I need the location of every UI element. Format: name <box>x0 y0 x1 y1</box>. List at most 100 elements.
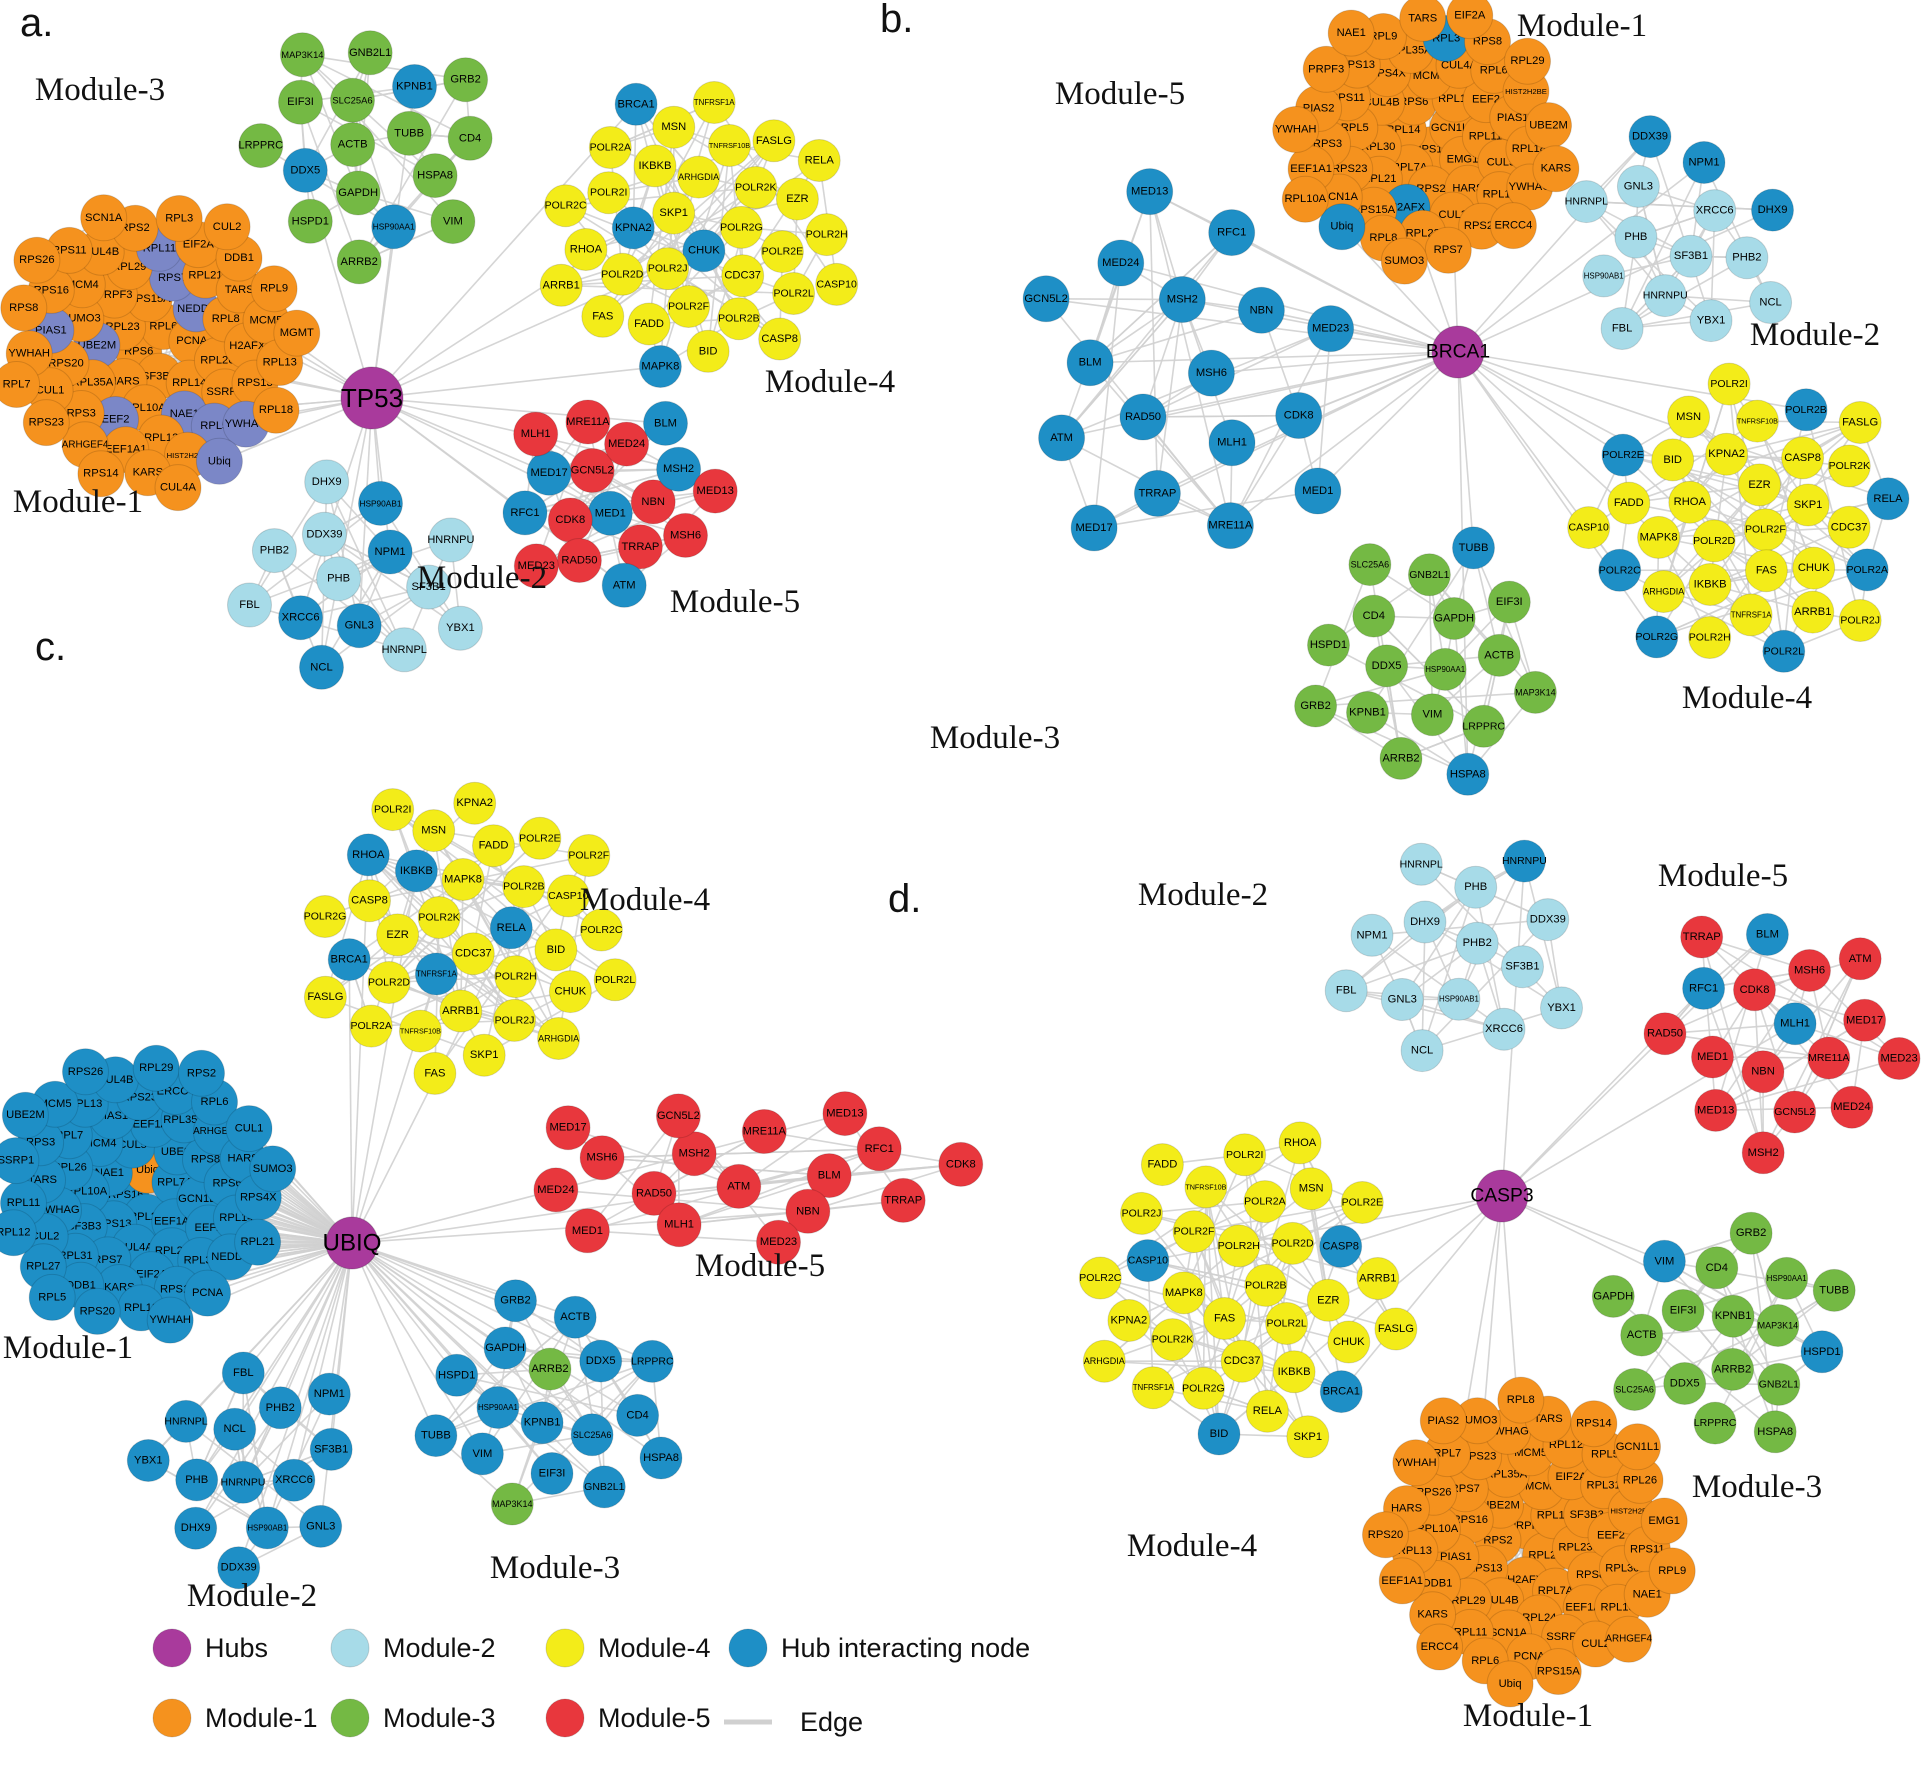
node-MAPK8[interactable]: MAPK8 <box>441 858 485 901</box>
node-DDX5[interactable]: DDX5 <box>579 1339 623 1383</box>
node-POLR2C[interactable]: POLR2C <box>579 908 623 952</box>
node-POLR2K[interactable]: POLR2K <box>1827 444 1871 488</box>
node-TRRAP[interactable]: TRRAP <box>880 1177 926 1223</box>
node-EEF1A1[interactable]: EEF1A1 <box>1378 1557 1426 1605</box>
node-KARS[interactable]: KARS <box>1532 145 1580 193</box>
node-KPNA2[interactable]: KPNA2 <box>1705 432 1749 476</box>
node-NPM1[interactable]: NPM1 <box>1350 913 1394 957</box>
node-KPNB1[interactable]: KPNB1 <box>392 64 437 109</box>
node-NPM1[interactable]: NPM1 <box>307 1372 351 1416</box>
node-HSPD1[interactable]: HSPD1 <box>1800 1330 1844 1374</box>
node-MSN[interactable]: MSN <box>1289 1167 1333 1211</box>
node-HSP90AB1[interactable]: HSP90AB1 <box>245 1506 289 1550</box>
node-YBX1[interactable]: YBX1 <box>1689 299 1733 343</box>
node-GAPDH[interactable]: GAPDH <box>1591 1274 1635 1318</box>
node-MED17[interactable]: MED17 <box>545 1105 591 1151</box>
node-POLR2D[interactable]: POLR2D <box>600 252 644 296</box>
node-ERCC4[interactable]: ERCC4 <box>1416 1623 1464 1671</box>
node-POLR2G[interactable]: POLR2G <box>719 205 763 249</box>
node-RPS14[interactable]: RPS14 <box>1570 1400 1618 1448</box>
node-MED24[interactable]: MED24 <box>533 1167 579 1213</box>
node-GNB2L1[interactable]: GNB2L1 <box>1757 1362 1801 1406</box>
node-HNRNPU[interactable]: HNRNPU <box>427 517 474 563</box>
node-RPL18[interactable]: RPL18 <box>252 386 300 434</box>
node-TNFRSF10B[interactable]: TNFRSF10B <box>1184 1165 1228 1209</box>
node-HSPD1[interactable]: HSPD1 <box>287 198 333 244</box>
node-ARHGEF4[interactable]: ARHGEF4 <box>1605 1615 1653 1663</box>
node-MED24[interactable]: MED24 <box>1097 239 1145 287</box>
node-XRCC6[interactable]: XRCC6 <box>272 1458 316 1502</box>
node-SUMO3[interactable]: SUMO3 <box>1380 237 1428 285</box>
node-POLR2H[interactable]: POLR2H <box>805 213 849 257</box>
node-MED24[interactable]: MED24 <box>1830 1085 1874 1129</box>
node-NBN[interactable]: NBN <box>630 479 676 525</box>
node-EIF3I[interactable]: EIF3I <box>278 79 323 125</box>
node-PHB[interactable]: PHB <box>316 556 362 602</box>
node-MAP3K14[interactable]: MAP3K14 <box>1513 670 1557 714</box>
node-GAPDH[interactable]: GAPDH <box>1432 597 1476 640</box>
node-POLR2I[interactable]: POLR2I <box>587 171 631 215</box>
node-TRRAP[interactable]: TRRAP <box>1680 915 1724 959</box>
node-GNL3[interactable]: GNL3 <box>1380 978 1424 1021</box>
node-LRPPRC[interactable]: LRPPRC <box>1462 704 1505 748</box>
node-RPS20[interactable]: RPS20 <box>1362 1511 1409 1559</box>
hub-BRCA1[interactable]: BRCA1 <box>1426 325 1490 379</box>
node-RPS14[interactable]: RPS14 <box>77 450 125 498</box>
node-Ubiq[interactable]: Ubiq <box>195 437 243 485</box>
node-MAP3K14[interactable]: MAP3K14 <box>279 32 325 78</box>
node-UBE2M[interactable]: UBE2M <box>1525 102 1572 150</box>
node-VIM[interactable]: VIM <box>460 1432 504 1476</box>
node-FADD[interactable]: FADD <box>1607 481 1651 525</box>
node-HSPD1[interactable]: HSPD1 <box>1307 623 1350 667</box>
node-ARRB1[interactable]: ARRB1 <box>539 263 583 307</box>
node-CDC37[interactable]: CDC37 <box>721 254 765 298</box>
node-BLM[interactable]: BLM <box>806 1153 852 1199</box>
node-IKBKB[interactable]: IKBKB <box>394 849 438 893</box>
node-NAE1[interactable]: NAE1 <box>1327 9 1375 57</box>
node-EZR[interactable]: EZR <box>376 913 420 957</box>
node-DHX9[interactable]: DHX9 <box>304 459 350 505</box>
node-TRRAP[interactable]: TRRAP <box>617 524 663 570</box>
node-ARHGDIA[interactable]: ARHGDIA <box>677 155 721 199</box>
node-POLR2K[interactable]: POLR2K <box>417 896 461 939</box>
node-HSP90AA1[interactable]: HSP90AA1 <box>1765 1256 1809 1300</box>
node-ACTB[interactable]: ACTB <box>553 1295 597 1339</box>
node-POLR2E[interactable]: POLR2E <box>1601 433 1645 477</box>
node-SSRP1[interactable]: SSRP1 <box>0 1137 40 1185</box>
node-BID[interactable]: BID <box>534 928 578 972</box>
node-DHX9[interactable]: DHX9 <box>1403 900 1447 944</box>
node-CHUK[interactable]: CHUK <box>682 229 726 273</box>
node-NCL[interactable]: NCL <box>1400 1029 1444 1073</box>
node-POLR2H[interactable]: POLR2H <box>1217 1224 1261 1268</box>
node-ARRB1[interactable]: ARRB1 <box>1356 1257 1400 1300</box>
node-NPM1[interactable]: NPM1 <box>1682 141 1726 184</box>
node-MLH1[interactable]: MLH1 <box>1773 1002 1817 1046</box>
node-ARRB2[interactable]: ARRB2 <box>528 1347 572 1391</box>
node-DDX5[interactable]: DDX5 <box>1365 644 1409 688</box>
node-CASP10[interactable]: CASP10 <box>815 262 859 306</box>
node-MED1[interactable]: MED1 <box>564 1208 610 1254</box>
node-POLR2B[interactable]: POLR2B <box>717 297 761 341</box>
node-ARHGDIA[interactable]: ARHGDIA <box>537 1017 581 1060</box>
node-CASP10[interactable]: CASP10 <box>546 874 590 918</box>
node-KPNA2[interactable]: KPNA2 <box>453 781 497 825</box>
node-CD4[interactable]: CD4 <box>447 115 493 161</box>
node-MED23[interactable]: MED23 <box>1307 305 1355 353</box>
node-RPL10A[interactable]: RPL10A <box>1281 175 1329 223</box>
node-PHB2[interactable]: PHB2 <box>1455 921 1499 965</box>
node-FAS[interactable]: FAS <box>1744 549 1788 593</box>
node-MED13[interactable]: MED13 <box>822 1091 868 1137</box>
node-ARRB1[interactable]: ARRB1 <box>1791 590 1835 634</box>
node-MSH6[interactable]: MSH6 <box>1788 949 1831 992</box>
node-POLR2H[interactable]: POLR2H <box>494 955 538 999</box>
node-BID[interactable]: BID <box>686 329 730 373</box>
node-EIF3I[interactable]: EIF3I <box>1661 1289 1705 1332</box>
node-YBX1[interactable]: YBX1 <box>126 1439 170 1482</box>
node-MED17[interactable]: MED17 <box>1070 504 1118 552</box>
node-FAS[interactable]: FAS <box>413 1051 457 1095</box>
node-DDX39[interactable]: DDX39 <box>217 1546 261 1590</box>
node-MLH1[interactable]: MLH1 <box>513 411 559 457</box>
node-MSH2[interactable]: MSH2 <box>656 446 702 492</box>
node-POLR2D[interactable]: POLR2D <box>1271 1221 1315 1265</box>
node-Ubiq[interactable]: Ubiq <box>1486 1660 1534 1708</box>
